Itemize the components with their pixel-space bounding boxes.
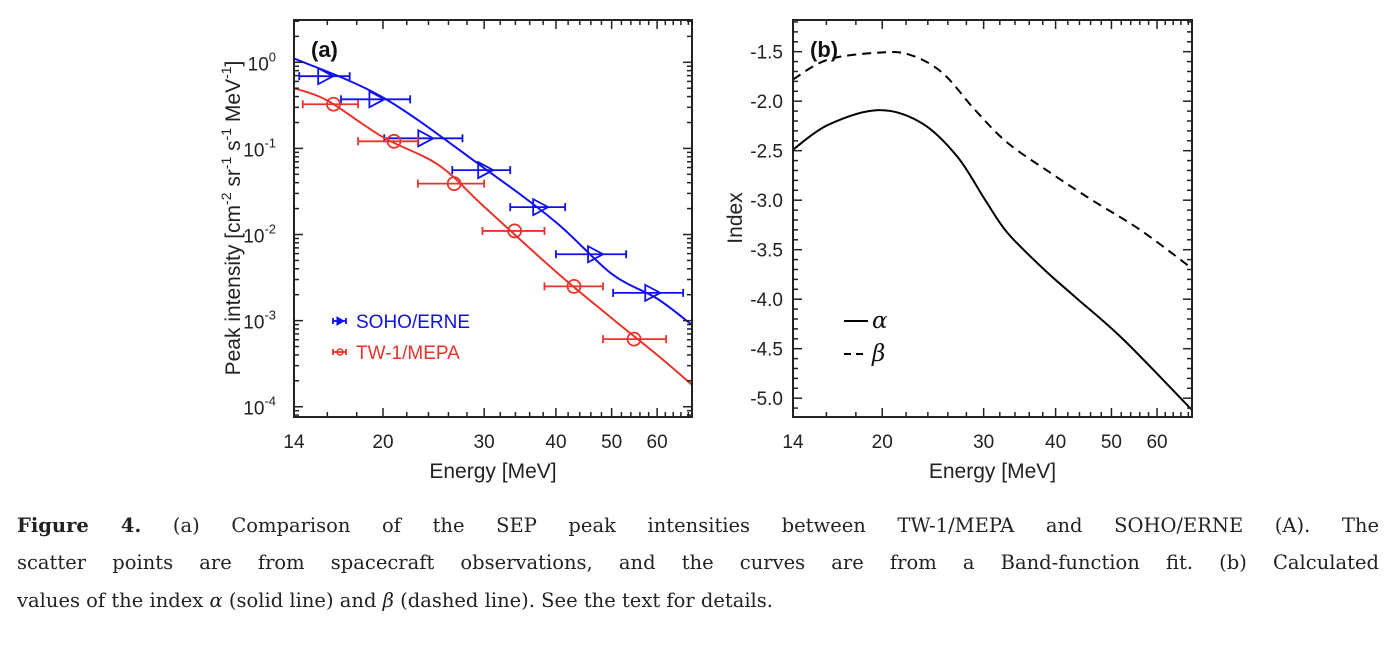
panel-a-x-tick-label: 20 <box>372 432 393 453</box>
panel-b-y-axis-label: Index <box>724 192 747 244</box>
panel-a-y-tick-base: 10 <box>248 54 269 75</box>
panel-b-y-tick-label: -2.0 <box>750 92 783 113</box>
panel-a-x-tick-label: 30 <box>474 432 495 453</box>
panel-a-x-tick-label: 14 <box>283 432 305 453</box>
tw1-mepa-data-point <box>386 133 402 149</box>
legend-soho-erne-marker <box>336 316 346 326</box>
panel-a-y-tick-label: 10-1 <box>243 135 276 161</box>
caption-text-3c: (dashed line). See the text for details. <box>393 589 774 612</box>
legend-item-alpha: α <box>844 308 888 334</box>
legend-item-beta: β <box>844 341 885 367</box>
soho-erne-data-point <box>368 89 387 109</box>
legend-tw1-mepa-label: TW-1/MEPA <box>356 343 460 364</box>
caption-line-2: scatter points are from spacecraft obser… <box>17 551 1379 574</box>
tw1-mepa-data-point <box>626 331 642 347</box>
tw1-mepa-data-point <box>326 96 341 112</box>
soho-erne-data-point <box>644 283 663 303</box>
panel-a-y-tick-label: 10-2 <box>243 222 276 248</box>
beta-index-curve <box>793 51 1192 270</box>
caption-line-1: Figure 4. (a) Comparison of the SEP peak… <box>17 514 1379 537</box>
panel-b-y-tick-label: -3.5 <box>750 241 783 262</box>
y-label-text: MeV <box>222 79 245 128</box>
soho-erne-data-point <box>317 66 336 86</box>
panel-a-y-tick-base: 10 <box>243 399 264 420</box>
panel-b-x-tick-label: 40 <box>1045 432 1066 453</box>
soho-erne-data-point <box>587 244 605 264</box>
soho-erne-data-point <box>532 197 551 217</box>
panel-b-x-tick-label: 60 <box>1146 432 1167 453</box>
y-label-text: Peak intensity [cm <box>222 205 245 375</box>
legend-beta-label: β <box>871 341 885 367</box>
panel-b-axes: 14 20 30 40 50 60 -1.5 -2.0 -2.5 -3.0 -3.5 -4.0 -4.5… <box>750 19 1193 483</box>
legend-alpha-label: α <box>872 308 888 334</box>
panel-a-y-tick-exponent: -3 <box>264 308 276 323</box>
y-label-text: ] <box>222 61 245 67</box>
series-soho-erne <box>294 57 692 326</box>
caption-line-3: values of the index α (solid line) and β… <box>17 589 1379 612</box>
y-label-text: sr <box>222 169 245 192</box>
panel-b-y-tick-label: -4.0 <box>750 290 783 311</box>
caption-text-1: (a) Comparison of the SEP peak intensiti… <box>141 514 1380 537</box>
panel-b-x-tick-label: 30 <box>973 432 994 453</box>
panel-a-y-tick-base: 10 <box>243 140 264 161</box>
caption-alpha: α <box>209 589 223 612</box>
panel-a-x-tick-label: 60 <box>647 432 668 453</box>
y-label-exponent: -1 <box>218 66 234 79</box>
panel-b-plot-frame <box>792 19 1193 418</box>
tw1-mepa-data-point <box>446 176 462 192</box>
panel-b-y-tick-label: -3.0 <box>750 191 783 212</box>
caption-label: Figure 4. <box>17 514 142 537</box>
panel-a-y-axis-label: Peak intensity [cm-2 sr-1 s-1 MeV-1] <box>218 61 245 376</box>
panel-b-x-tick-label: 50 <box>1101 432 1122 453</box>
panel-a-y-tick-label: 10-4 <box>243 394 276 420</box>
alpha-index-curve <box>793 109 1192 411</box>
y-label-text: s <box>222 140 245 156</box>
caption-text-3b: (solid line) and <box>222 589 383 612</box>
y-label-exponent: -1 <box>218 128 234 141</box>
panel-a-y-tick-exponent: -1 <box>264 135 276 150</box>
y-label-exponent: -2 <box>218 192 234 205</box>
panel-b-y-tick-label: -4.5 <box>750 340 783 361</box>
series-tw1-mepa <box>294 87 692 386</box>
legend-tw1-mepa-marker <box>336 348 344 356</box>
soho-erne-data-point <box>477 160 496 180</box>
tw1-mepa-data-point <box>507 223 523 239</box>
panel-a-y-tick-base: 10 <box>243 313 264 334</box>
tw1-mepa-fit-curve <box>294 87 692 386</box>
panel-b-panel-label: (b) <box>810 37 838 62</box>
panel-b-x-tick-label: 14 <box>782 432 804 453</box>
caption-text-3a: values of the index <box>17 589 210 612</box>
panel-b-x-tick-label: 20 <box>872 432 893 453</box>
panel-a-x-tick-label: 40 <box>545 432 566 453</box>
panel-a-y-tick-exponent: 0 <box>269 49 276 64</box>
panel-a-y-tick-exponent: -4 <box>264 394 276 409</box>
panel-b-y-tick-label: -1.5 <box>750 43 783 64</box>
y-label-exponent: -1 <box>218 157 234 170</box>
caption-beta: β <box>382 589 394 612</box>
panel-b-y-tick-label: -2.5 <box>750 142 783 163</box>
panel-a-x-tick-label: 50 <box>601 432 622 453</box>
panel-a-panel-label: (a) <box>311 37 338 62</box>
panel-a-x-axis-label: Energy [MeV] <box>429 460 556 483</box>
panel-a-y-tick-label: 10-3 <box>243 308 276 334</box>
panel-a-y-tick-label: 100 <box>248 49 276 75</box>
panel-b-y-tick-label: -5.0 <box>750 389 783 410</box>
tw1-mepa-data-point <box>566 278 582 294</box>
legend-item-tw1-mepa: TW-1/MEPA <box>332 343 460 364</box>
legend-item-soho-erne: SOHO/ERNE <box>332 312 470 333</box>
caption-text-2: scatter points are from spacecraft obser… <box>17 551 1379 574</box>
panel-a-y-tick-base: 10 <box>243 227 264 248</box>
panel-b-x-axis-label: Energy [MeV] <box>929 460 1056 483</box>
panel-a-y-tick-exponent: -2 <box>264 222 276 237</box>
panel-a-plot-frame <box>293 19 693 418</box>
soho-erne-fit-curve <box>294 57 692 326</box>
legend-soho-erne-label: SOHO/ERNE <box>356 312 470 333</box>
